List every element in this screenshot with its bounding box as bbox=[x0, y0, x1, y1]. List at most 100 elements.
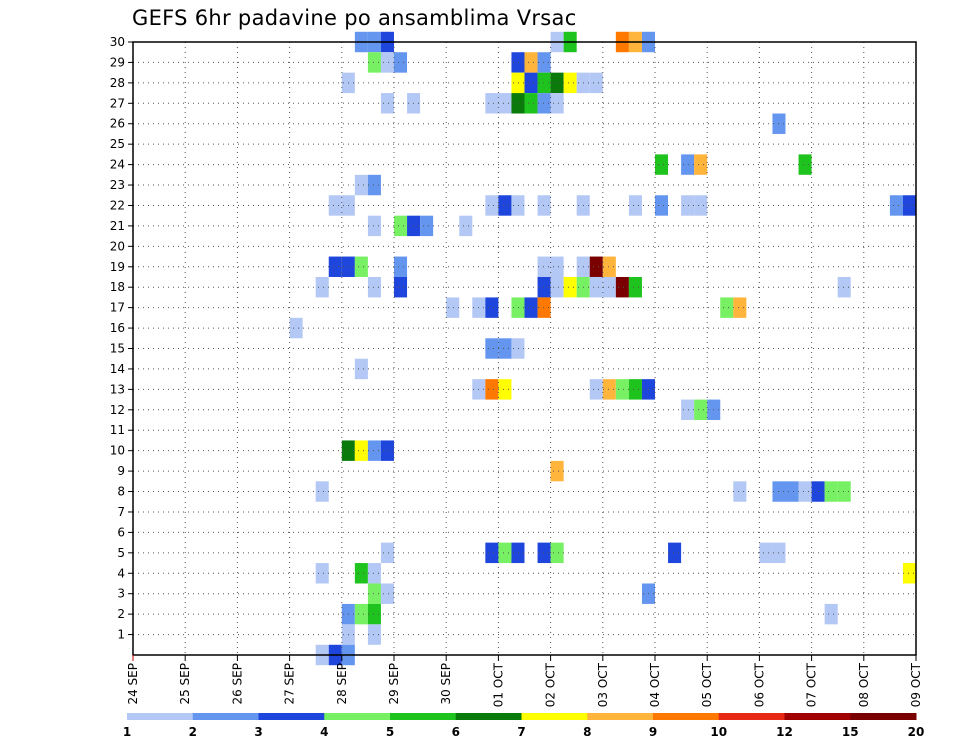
heatmap-cell bbox=[628, 276, 642, 298]
heatmap-cell bbox=[589, 72, 603, 94]
grid-lines bbox=[133, 41, 916, 655]
heatmap-cell bbox=[628, 195, 642, 216]
heatmap-cell bbox=[498, 379, 512, 400]
heatmap-cell bbox=[380, 440, 394, 461]
y-tick-label: 16 bbox=[110, 321, 125, 335]
heatmap-cell bbox=[328, 256, 342, 277]
colorbar-segment bbox=[850, 713, 917, 720]
heatmap-cell bbox=[785, 481, 799, 502]
heatmap-cell bbox=[289, 317, 303, 339]
heatmap-cell bbox=[589, 379, 603, 400]
x-tick-label: 08 OCT bbox=[857, 662, 871, 707]
heatmap-cell bbox=[902, 563, 916, 584]
heatmap-cell bbox=[354, 440, 368, 461]
heatmap-cell bbox=[394, 215, 408, 237]
x-tick-label: 27 SEP bbox=[283, 663, 297, 705]
heatmap-cell bbox=[354, 256, 368, 277]
heatmap-cell bbox=[524, 297, 538, 318]
heatmap-cell bbox=[550, 72, 564, 94]
heatmap-cell bbox=[720, 297, 734, 318]
y-tick-label: 15 bbox=[110, 342, 125, 356]
y-tick-label: 19 bbox=[110, 260, 125, 274]
heatmap-cell bbox=[537, 542, 551, 564]
heatmap-cell bbox=[511, 52, 525, 73]
y-tick-label: 29 bbox=[110, 55, 125, 69]
heatmap-cell bbox=[537, 93, 551, 114]
colorbar-label: 6 bbox=[452, 725, 460, 739]
heatmap-cell bbox=[367, 52, 381, 73]
heatmap-cell bbox=[537, 297, 551, 318]
y-tick-label: 5 bbox=[117, 546, 125, 560]
y-tick-label: 28 bbox=[110, 76, 125, 90]
heatmap-cell bbox=[550, 460, 564, 482]
y-tick-label: 14 bbox=[110, 362, 125, 376]
colorbar-label: 4 bbox=[320, 725, 328, 739]
y-tick-label: 17 bbox=[110, 301, 125, 315]
heatmap-cell bbox=[367, 174, 381, 196]
y-tick-label: 3 bbox=[117, 587, 125, 601]
heatmap-cell bbox=[367, 583, 381, 604]
heatmap-cell bbox=[485, 379, 499, 400]
x-tick-label: 06 OCT bbox=[752, 662, 766, 707]
y-tick-label: 24 bbox=[110, 158, 125, 172]
heatmap-cell bbox=[511, 93, 525, 114]
colorbar-segment bbox=[521, 713, 588, 720]
heatmap-cell bbox=[446, 297, 460, 318]
heatmap-cell bbox=[498, 195, 512, 216]
colorbar-label: 9 bbox=[649, 725, 657, 739]
heatmap-cell bbox=[394, 276, 408, 298]
colorbar-label: 15 bbox=[842, 725, 859, 739]
chart-title: GEFS 6hr padavine po ansamblima Vrsac bbox=[132, 6, 577, 30]
colorbar-segment bbox=[653, 713, 720, 720]
heatmap-cell bbox=[511, 542, 525, 564]
heatmap-cell bbox=[615, 379, 629, 400]
heatmap-cell bbox=[681, 195, 695, 216]
heatmap-cell bbox=[889, 195, 903, 216]
colorbar-segment bbox=[718, 713, 785, 720]
heatmap-cell bbox=[380, 52, 394, 73]
colorbar-segment bbox=[258, 713, 325, 720]
heatmap-cell bbox=[524, 52, 538, 73]
heatmap-cell bbox=[694, 195, 708, 216]
heatmap-cell bbox=[380, 93, 394, 114]
colorbar-segment bbox=[784, 713, 851, 720]
heatmap-cell bbox=[668, 542, 682, 564]
y-tick-label: 18 bbox=[110, 280, 125, 294]
heatmap-cell bbox=[367, 603, 381, 625]
y-tick-label: 30 bbox=[110, 35, 125, 49]
heatmap-cell bbox=[367, 624, 381, 645]
y-tick-label: 26 bbox=[110, 117, 125, 131]
heatmap-cell bbox=[511, 195, 525, 216]
heatmap-cell bbox=[315, 563, 329, 584]
colorbar-label: 12 bbox=[776, 725, 793, 739]
y-tick-label: 11 bbox=[110, 423, 125, 437]
x-axis-ticks: 24 SEP 25 SEP 26 SEP 27 SEP 28 SEP 29 SEP 30 S… bbox=[126, 655, 923, 707]
heatmap-cell bbox=[550, 276, 564, 298]
heatmap-cell bbox=[798, 481, 812, 502]
heatmap-cell bbox=[380, 583, 394, 604]
heatmap-cell bbox=[367, 215, 381, 237]
colorbar-segment bbox=[127, 713, 194, 720]
x-tick-label: 04 OCT bbox=[648, 662, 662, 707]
x-tick-label: 07 OCT bbox=[805, 662, 819, 707]
heatmap-cell bbox=[485, 93, 499, 114]
colorbar-segment bbox=[587, 713, 654, 720]
y-tick-label: 10 bbox=[110, 444, 125, 458]
heatmap-cell bbox=[550, 93, 564, 114]
heatmap-cell bbox=[354, 358, 368, 380]
heatmap-cell bbox=[367, 563, 381, 584]
x-tick-label: 24 SEP bbox=[126, 663, 140, 705]
heatmap-cell bbox=[563, 72, 577, 94]
x-tick-label: 29 SEP bbox=[387, 663, 401, 705]
y-tick-label: 4 bbox=[117, 566, 125, 580]
heatmap-cell bbox=[537, 195, 551, 216]
heatmap-cell bbox=[681, 154, 695, 175]
x-tick-label: 30 SEP bbox=[439, 663, 453, 705]
heatmap-cell bbox=[602, 276, 616, 298]
heatmap-cell bbox=[615, 276, 629, 298]
heatmap-cell bbox=[655, 154, 669, 175]
heatmap-cell bbox=[394, 52, 408, 73]
heatmap-cell bbox=[354, 603, 368, 625]
colorbar-segment bbox=[390, 713, 457, 720]
y-tick-label: 25 bbox=[110, 137, 125, 151]
